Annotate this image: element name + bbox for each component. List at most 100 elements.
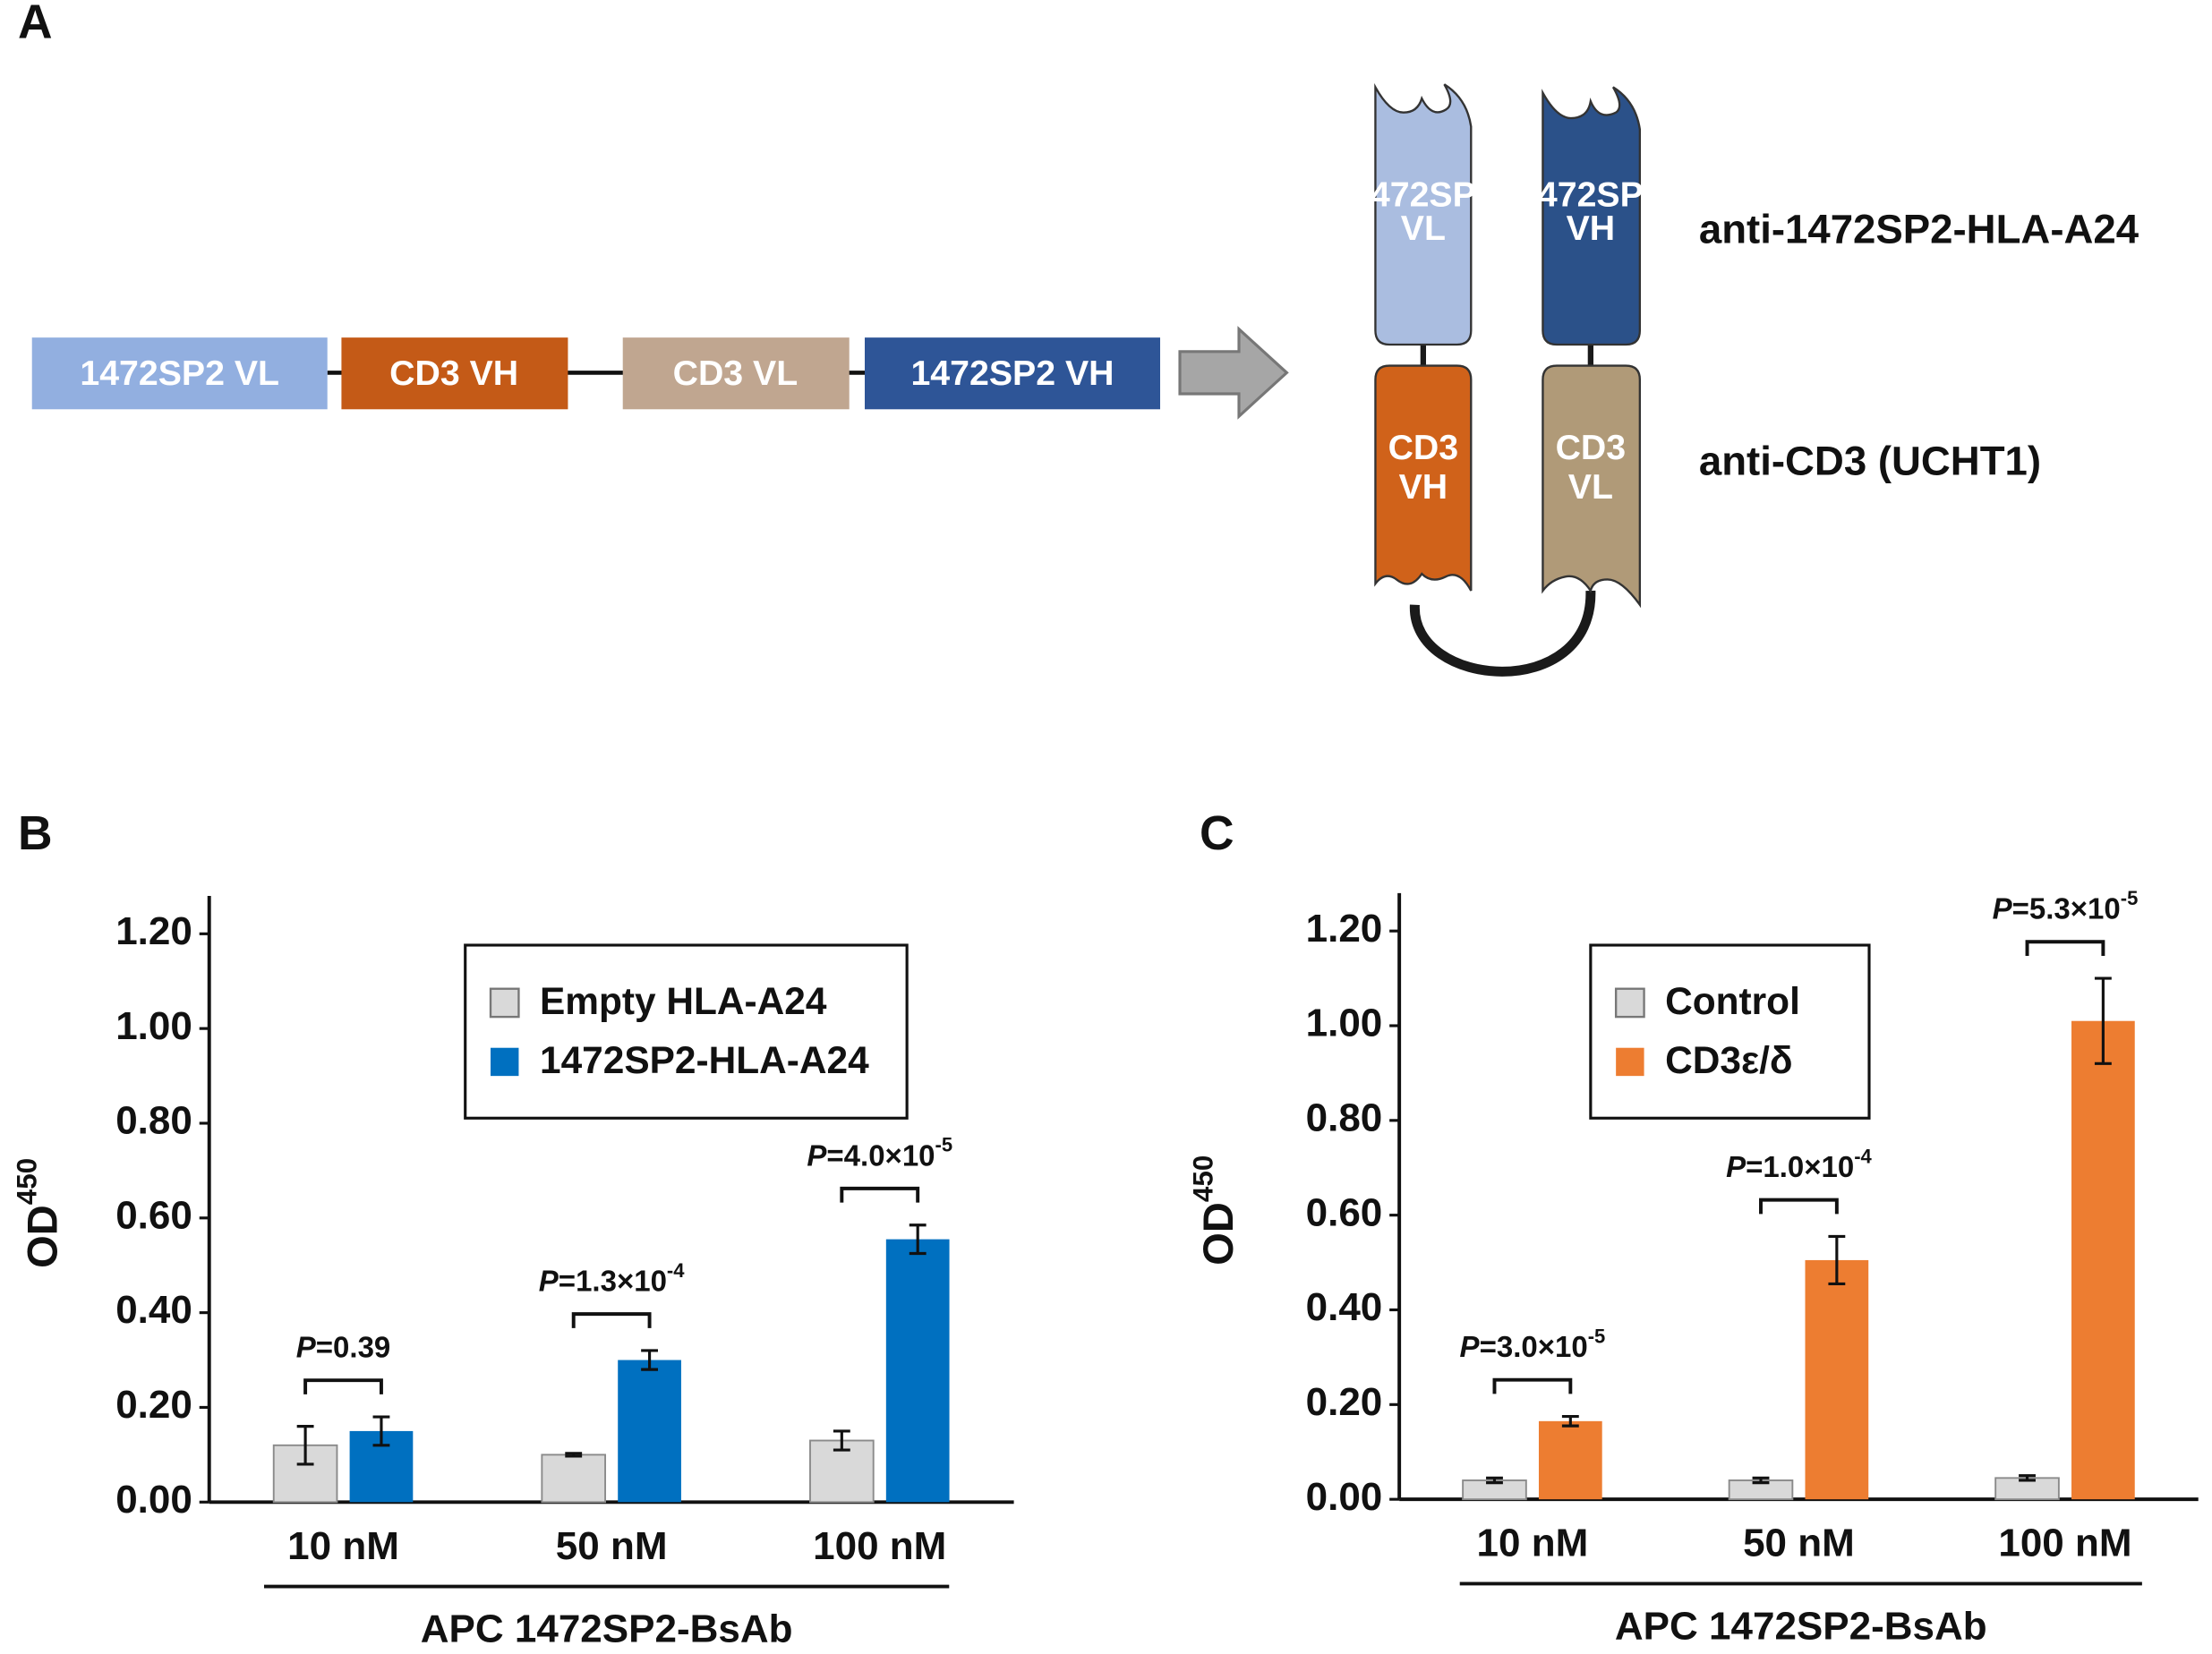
y-tick-label: 0.40 xyxy=(115,1288,192,1332)
bar xyxy=(2071,1020,2135,1500)
domain-label: 1472SP2 VL xyxy=(80,354,279,393)
panel-label: C xyxy=(1200,807,1234,860)
p-value-text: =1.3×10 xyxy=(559,1264,667,1297)
legend-label: Empty HLA-A24 xyxy=(540,980,827,1022)
y-axis-label-text: OD xyxy=(19,1205,66,1268)
x-axis-label: APC 1472SP2-BsAb xyxy=(1615,1604,1987,1648)
y-tick-label: 0.20 xyxy=(115,1383,192,1427)
significance-bracket xyxy=(571,1312,652,1328)
domain-label: VL xyxy=(1568,467,1613,507)
p-value-symbol: P xyxy=(1726,1150,1747,1183)
y-axis-label-sup: 450 xyxy=(12,1158,43,1205)
error-bar xyxy=(372,1415,390,1447)
p-value-symbol: P xyxy=(1460,1330,1481,1363)
y-tick-label: 0.00 xyxy=(1306,1475,1383,1519)
p-value: P=5.3×10-5 xyxy=(1993,887,2139,925)
error-bar xyxy=(1752,1476,1770,1485)
legend-label: 1472SP2-HLA-A24 xyxy=(540,1039,869,1081)
domain-shape xyxy=(1542,86,1642,346)
structure: 1472SP2 VL 1472SP2 VH CD3 VH CD3 VL anti… xyxy=(1351,82,2139,677)
x-tick-label: 50 nM xyxy=(1743,1522,1855,1565)
linear-construct: 1472SP2 VL CD3 VH CD3 VL 1472SP2 VH xyxy=(31,326,1289,420)
error-bar xyxy=(565,1452,583,1458)
p-value-exponent: -5 xyxy=(1588,1325,1606,1347)
p-value-symbol: P xyxy=(539,1264,559,1297)
bar xyxy=(1805,1259,1869,1500)
y-tick-label: 0.60 xyxy=(115,1193,192,1237)
significance-bracket xyxy=(1759,1198,1839,1215)
domain-label: 1472SP2 VH xyxy=(910,354,1114,393)
domain-label: CD3 VH xyxy=(389,354,518,393)
domain-label: CD3 xyxy=(1556,428,1627,467)
bar xyxy=(885,1239,950,1503)
y-axis-label-sup: 450 xyxy=(1188,1155,1219,1202)
domain-label: 1472SP2 xyxy=(1351,175,1496,214)
target-label: anti-CD3 (UCHT1) xyxy=(1699,439,2041,484)
error-bar xyxy=(909,1223,927,1256)
linker-loop xyxy=(1409,590,1596,677)
x-tick-label: 10 nM xyxy=(1477,1522,1589,1565)
arrow xyxy=(1178,326,1289,420)
y-axis-label: OD450 xyxy=(1188,1155,1243,1266)
x-tick-label: 100 nM xyxy=(813,1524,946,1568)
y-tick-label: 1.00 xyxy=(1306,1002,1383,1045)
significance-bracket xyxy=(840,1186,920,1203)
significance-bracket xyxy=(303,1378,383,1394)
domain-shape xyxy=(1542,364,1642,609)
bar xyxy=(541,1454,607,1504)
p-value-symbol: P xyxy=(296,1330,317,1363)
p-value-text: =4.0×10 xyxy=(826,1138,935,1172)
bar xyxy=(618,1360,681,1503)
y-tick-label: 0.80 xyxy=(1306,1096,1383,1139)
domain-box xyxy=(865,337,1160,410)
legend-swatch xyxy=(1616,1047,1644,1077)
significance-bracket xyxy=(1492,1377,1573,1394)
domain-label: VH xyxy=(1399,467,1448,507)
p-value-exponent: -5 xyxy=(935,1134,953,1156)
y-tick-label: 0.20 xyxy=(1306,1380,1383,1424)
x-tick-label: 10 nM xyxy=(287,1524,399,1568)
p-value-exponent: -5 xyxy=(2121,887,2139,909)
legend-label: Control xyxy=(1665,980,1800,1022)
domain-label: VH xyxy=(1567,209,1616,248)
error-bar xyxy=(641,1349,658,1371)
legend-swatch xyxy=(1614,987,1645,1019)
x-tick-label: 100 nM xyxy=(1998,1522,2131,1565)
p-value-text: =3.0×10 xyxy=(1480,1330,1588,1363)
y-tick-label: 0.00 xyxy=(115,1478,192,1522)
error-bar xyxy=(1561,1414,1579,1428)
legend-box xyxy=(1589,943,1871,1120)
p-value-exponent: -4 xyxy=(667,1259,685,1282)
p-value: P=1.0×10-4 xyxy=(1726,1145,1872,1182)
domain-shape xyxy=(1374,82,1473,346)
error-bar xyxy=(1486,1476,1503,1485)
p-value: P=0.39 xyxy=(296,1330,391,1363)
target-label: anti-1472SP2-HLA-A24 xyxy=(1699,206,2139,252)
y-axis-label-text: OD xyxy=(1195,1202,1243,1266)
error-bar xyxy=(296,1425,314,1466)
domain-label: 1472SP2 xyxy=(1518,175,1663,214)
p-value: P=3.0×10-5 xyxy=(1460,1325,1606,1362)
x-axis-label: APC 1472SP2-BsAb xyxy=(421,1607,793,1650)
p-value-text: =5.3×10 xyxy=(2012,891,2121,925)
legend-label: CD3ε/δ xyxy=(1665,1039,1792,1081)
y-axis-label: OD450 xyxy=(12,1158,66,1268)
y-tick-label: 0.80 xyxy=(115,1099,192,1143)
domain-label: CD3 VL xyxy=(673,354,799,393)
p-value: P=4.0×10-5 xyxy=(807,1134,952,1172)
p-value-text: =1.0×10 xyxy=(1746,1150,1854,1183)
error-bar xyxy=(2019,1474,2036,1482)
panel-label: B xyxy=(18,807,53,860)
panel-label: A xyxy=(18,0,53,48)
domain-shape xyxy=(1374,364,1473,592)
y-tick-label: 0.40 xyxy=(1306,1285,1383,1329)
y-tick-label: 0.60 xyxy=(1306,1190,1383,1234)
error-bar xyxy=(1828,1234,1846,1285)
p-value-symbol: P xyxy=(1993,891,2013,925)
domain-label: CD3 xyxy=(1388,428,1459,467)
p-value-exponent: -4 xyxy=(1854,1145,1872,1167)
y-tick-label: 1.20 xyxy=(115,909,192,953)
domain-box xyxy=(622,337,850,410)
y-tick-label: 1.00 xyxy=(115,1004,192,1048)
